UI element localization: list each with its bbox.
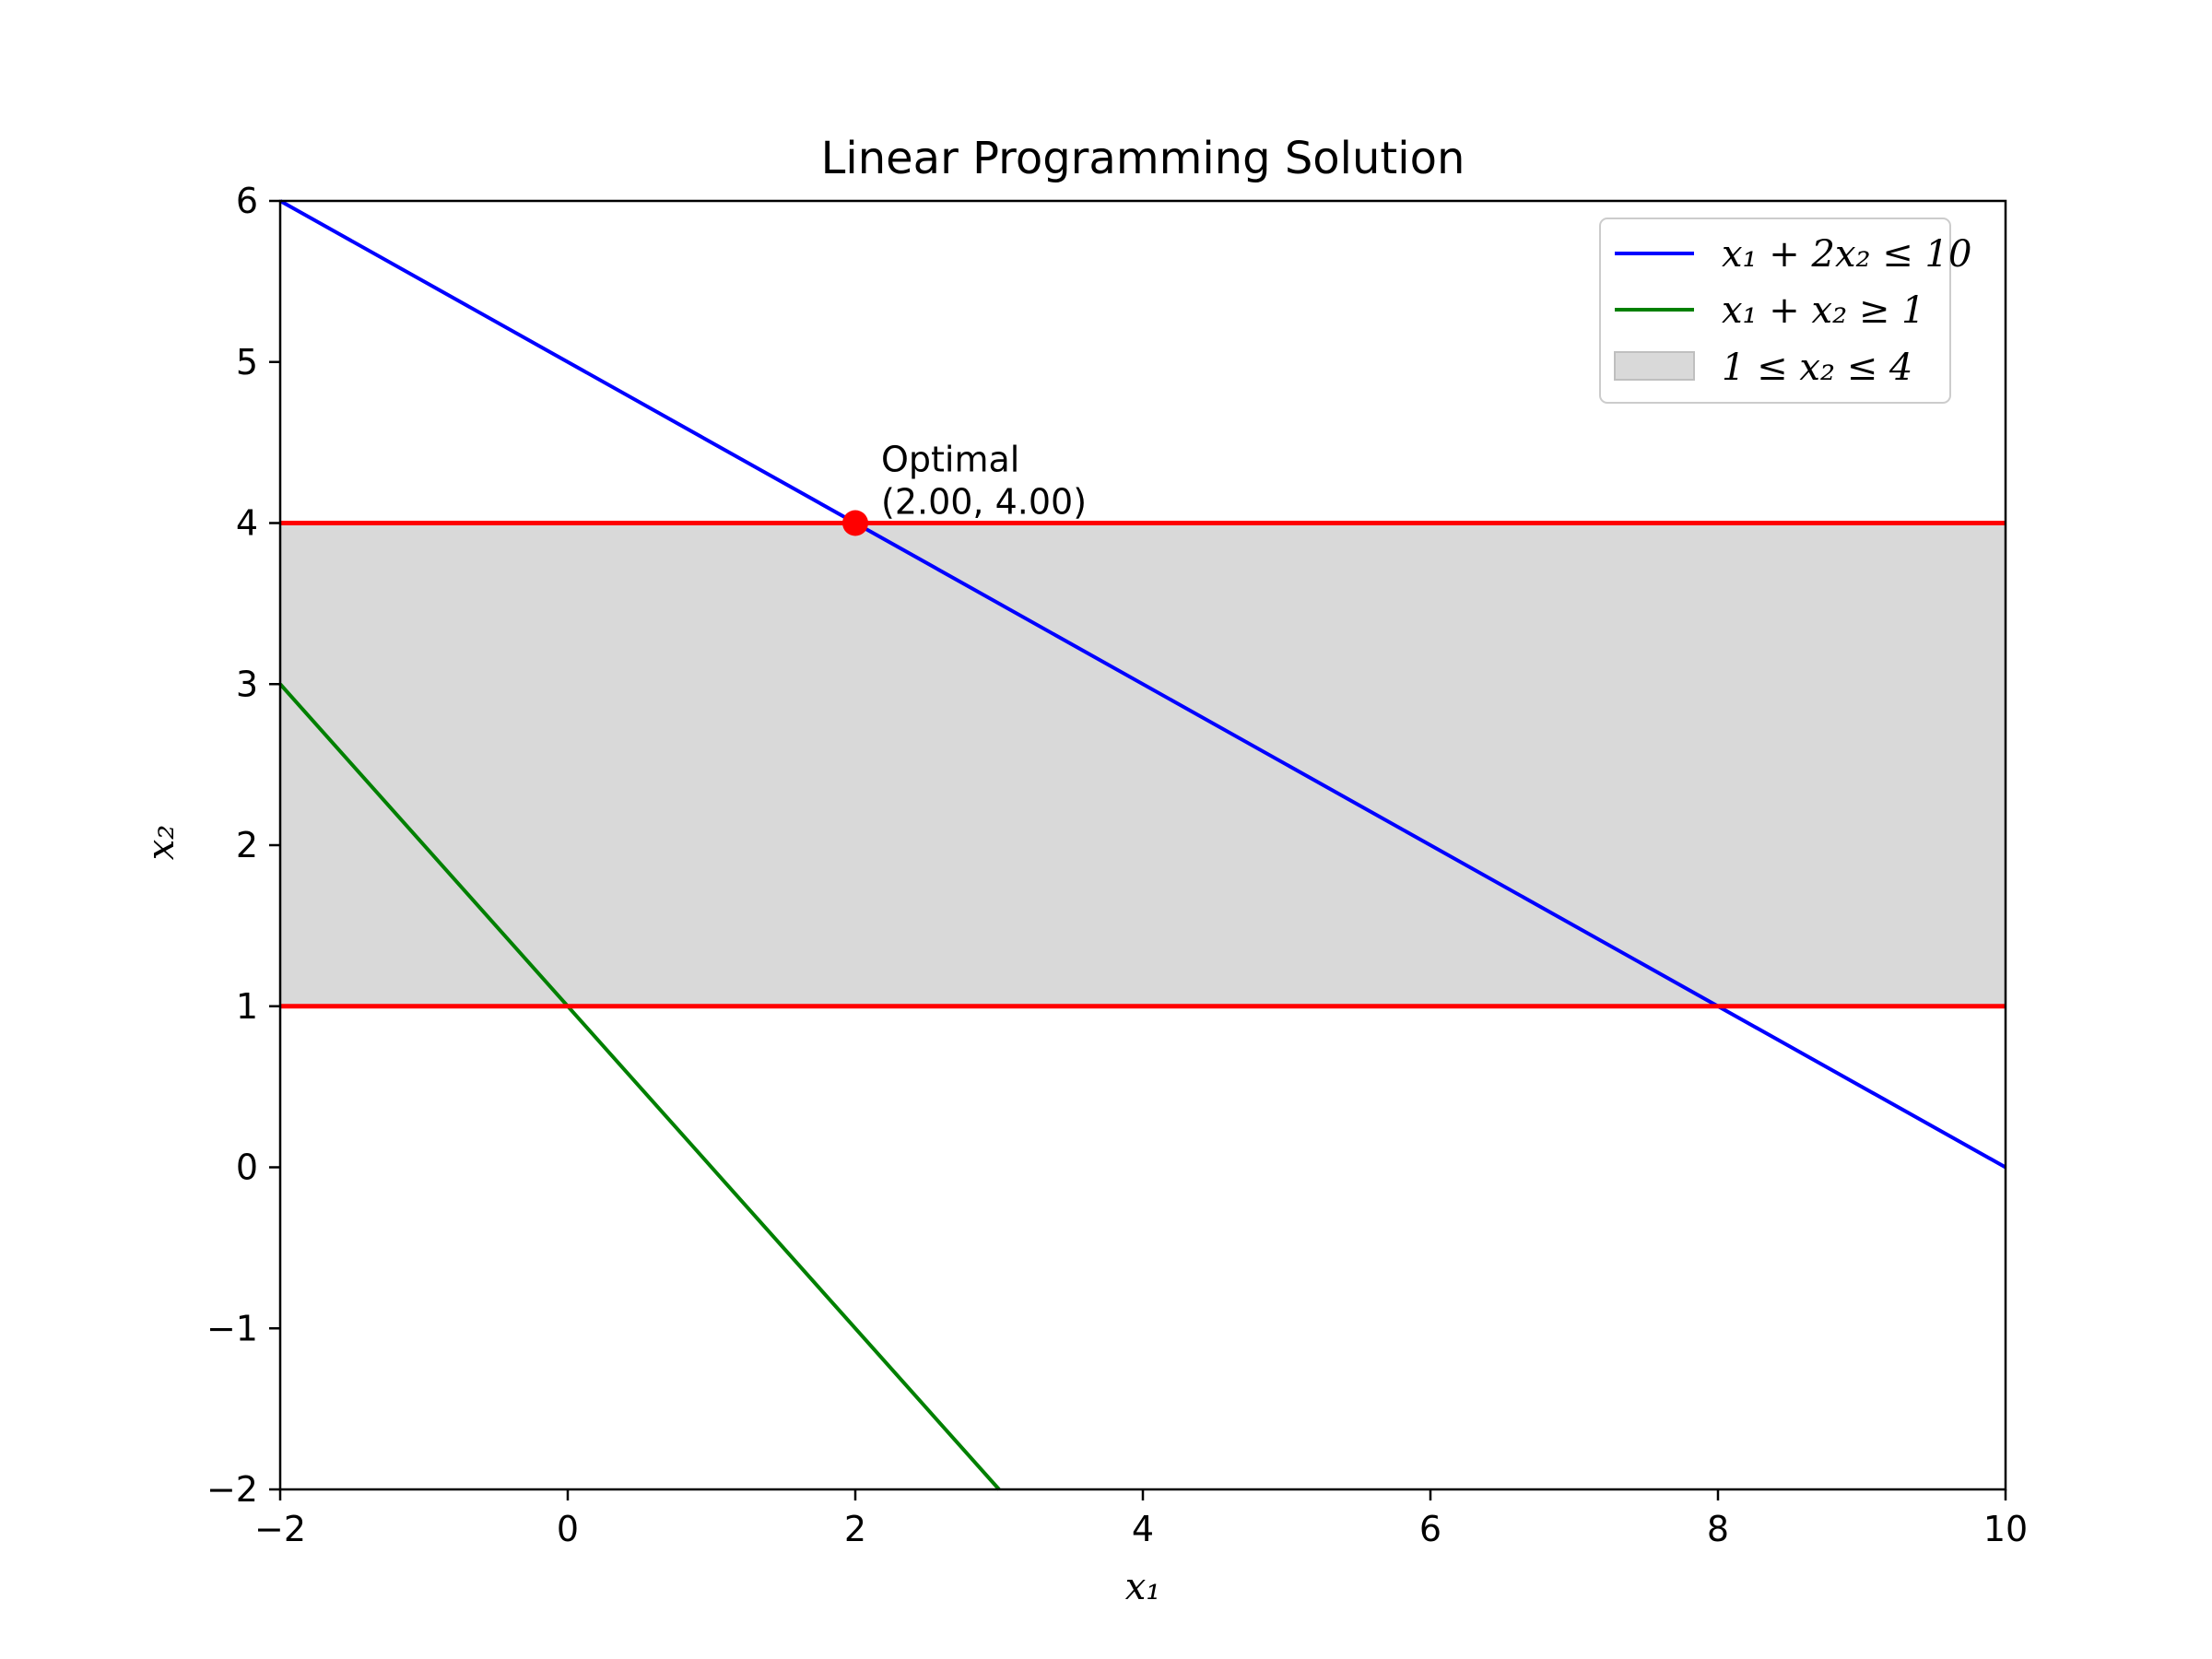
series-line-2: [278, 682, 1001, 1491]
x-tick-label: 2: [844, 1509, 866, 1549]
x-tick-label: 8: [1707, 1509, 1729, 1549]
x-tick-label: 0: [557, 1509, 579, 1549]
x-tick-label: 6: [1419, 1509, 1441, 1549]
x-tick-label: 10: [1983, 1509, 2028, 1549]
x-tick-label: −2: [254, 1509, 306, 1549]
x-axis-label: x₁: [1125, 1566, 1161, 1608]
y-axis-ticks: −2 −1 0 1 2 3 4 5 6: [206, 181, 280, 1510]
y-tick-label: 2: [236, 825, 258, 865]
legend-label-1: x₁ + 2x₂ ≤ 10: [1722, 233, 1971, 276]
annotation-label: Optimal: [881, 440, 1019, 480]
y-tick-label: 5: [236, 342, 258, 382]
y-tick-label: 6: [236, 181, 258, 221]
y-tick-label: 0: [236, 1147, 258, 1188]
y-tick-label: 1: [236, 986, 258, 1027]
y-tick-label: −2: [206, 1469, 258, 1510]
legend-swatch-band: [1614, 351, 1695, 381]
y-tick-label: 4: [236, 503, 258, 544]
y-tick-label: 3: [236, 664, 258, 704]
chart-title: Linear Programming Solution: [821, 133, 1465, 184]
y-tick-label: −1: [206, 1308, 258, 1348]
legend-label-2: x₁ + x₂ ≥ 1: [1722, 289, 1925, 332]
x-axis-ticks: −2 0 2 4 6 8 10: [254, 1489, 2028, 1549]
x-tick-label: 4: [1132, 1509, 1154, 1549]
legend-label-3: 1 ≤ x₂ ≤ 4: [1722, 347, 1912, 389]
feasible-band: [280, 523, 2006, 1006]
constraint-hlines: [280, 521, 2006, 1009]
annotation-coordinates: (2.00, 4.00): [881, 482, 1087, 523]
y-axis-label: x₂: [140, 825, 182, 861]
optimal-point: [842, 510, 868, 536]
legend: x₁ + 2x₂ ≤ 10 x₁ + x₂ ≥ 1 1 ≤ x₂ ≤ 4: [1599, 218, 1971, 404]
